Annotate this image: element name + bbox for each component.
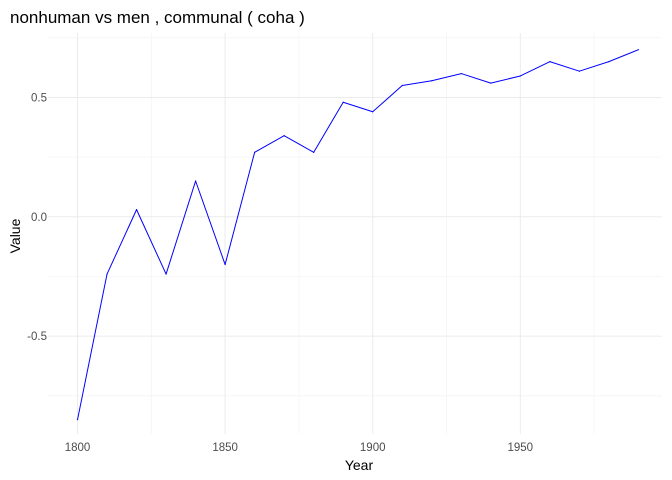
series-line <box>77 49 639 420</box>
data-point <box>490 82 492 84</box>
minor-gridlines <box>48 33 662 434</box>
data-point <box>106 273 108 275</box>
data-point <box>283 135 285 137</box>
data-point <box>194 180 197 182</box>
data-point <box>637 49 639 51</box>
x-tick-label: 1900 <box>360 442 386 454</box>
data-point <box>342 101 344 103</box>
data-point <box>313 151 315 153</box>
data-point <box>401 84 403 87</box>
y-tick-label: 0.0 <box>31 212 47 224</box>
data-point <box>372 111 374 113</box>
y-tick-label: 0.5 <box>31 92 47 104</box>
data-point <box>254 151 256 153</box>
data-point <box>578 70 580 72</box>
major-gridlines <box>48 33 662 434</box>
x-axis-title: Year <box>345 457 374 473</box>
y-tick-label: -0.5 <box>27 331 47 343</box>
data-point <box>549 61 551 63</box>
data-point <box>608 61 610 63</box>
data-point <box>165 273 167 275</box>
x-tick-label: 1800 <box>65 442 91 454</box>
data-point <box>431 80 433 82</box>
x-tick-label: 1850 <box>212 442 238 454</box>
y-axis-tick-labels: -0.5 0.0 0.5 <box>27 92 47 343</box>
data-point <box>76 419 79 421</box>
x-axis-tick-labels: 1800 1850 1900 1950 <box>65 442 533 454</box>
data-point <box>135 209 138 211</box>
y-axis-title: Value <box>7 218 23 253</box>
series-layer <box>76 49 639 421</box>
data-point <box>519 75 521 77</box>
data-point <box>224 263 226 266</box>
chart-title: nonhuman vs men , communal ( coha ) <box>10 8 305 27</box>
data-point <box>460 72 462 75</box>
x-tick-label: 1950 <box>508 442 534 454</box>
